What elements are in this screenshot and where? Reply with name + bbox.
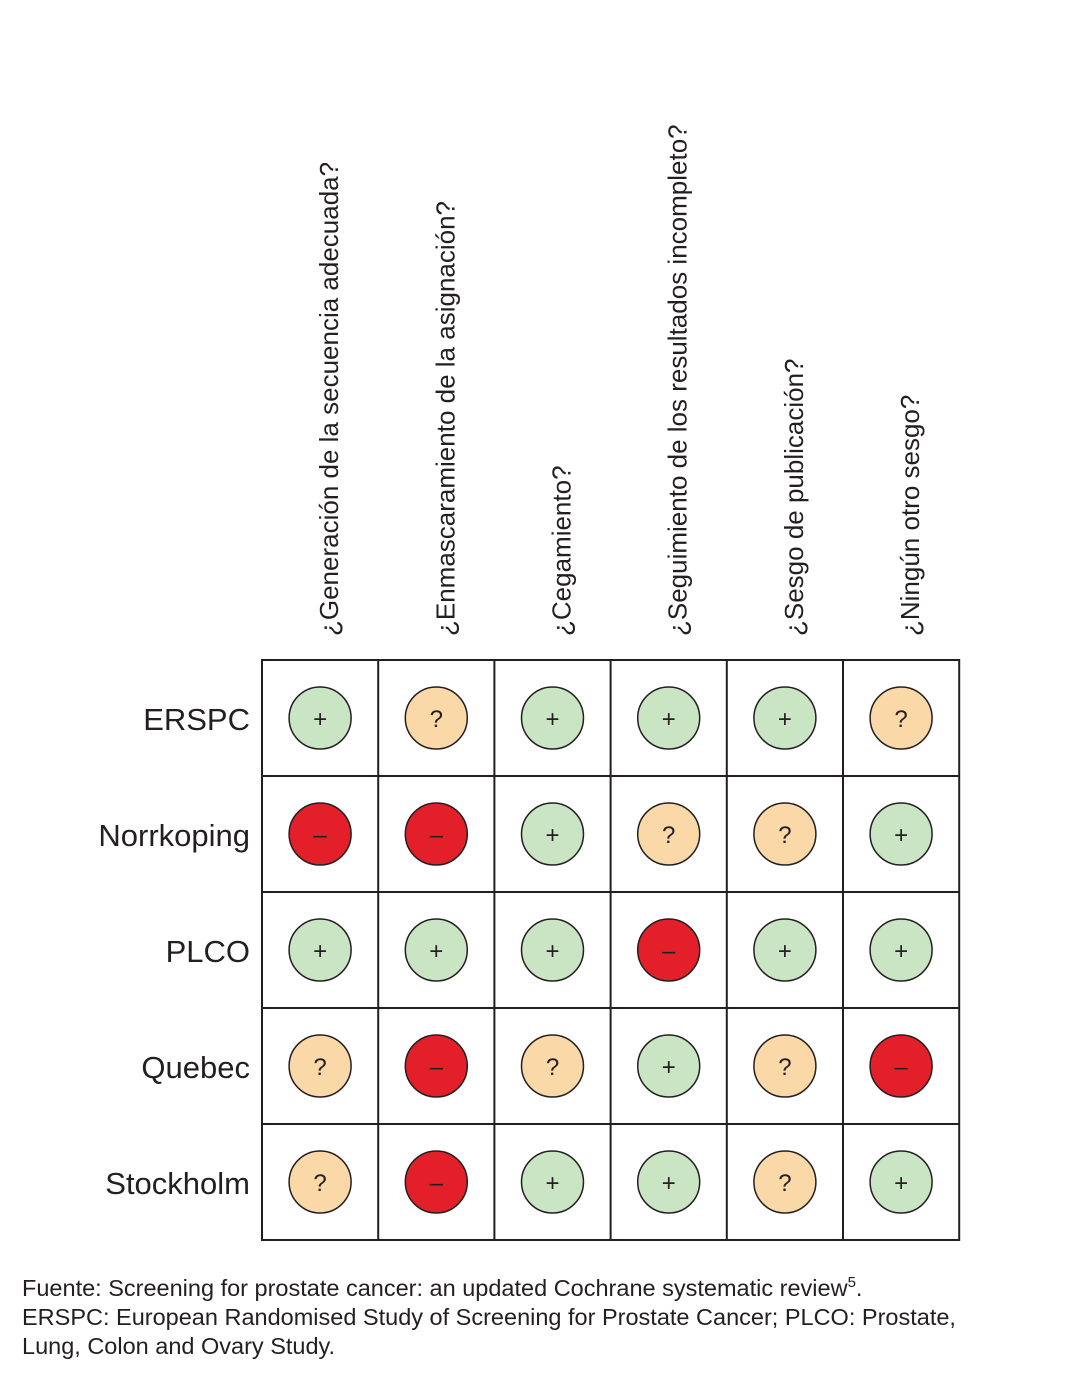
judgement-circle xyxy=(753,686,817,750)
judgement-symbol: ? xyxy=(313,1054,326,1081)
judgement-symbol: + xyxy=(778,706,792,733)
judgement-circle xyxy=(869,802,933,866)
risk-table: ¿Generación de la secuencia adecuada? ¿En… xyxy=(98,124,961,1241)
judgement-symbol: + xyxy=(545,822,559,849)
judgement-circle xyxy=(404,918,469,982)
judgement-symbol: + xyxy=(545,938,559,965)
judgement-circle xyxy=(288,1034,352,1098)
judgement-circle xyxy=(520,802,585,866)
judgement-circle xyxy=(753,1150,817,1214)
column-header: ¿Enmascaramiento de la asignación? xyxy=(430,201,460,636)
judgement-circle xyxy=(753,1034,817,1098)
judgement-circle xyxy=(288,1150,352,1214)
row-label: Norrkoping xyxy=(98,818,250,853)
judgement-symbol: + xyxy=(545,1170,559,1197)
judgement-circle xyxy=(869,1150,933,1214)
judgement-circle xyxy=(520,1034,585,1098)
reference: 5 xyxy=(847,1274,856,1291)
judgement-symbol: – xyxy=(313,822,327,849)
judgement-symbol: + xyxy=(662,1054,676,1081)
column-header: ¿Seguimiento de los resultados incomplet… xyxy=(663,124,693,636)
judgement-circle xyxy=(288,686,352,750)
judgement-symbol: + xyxy=(545,706,559,733)
judgement-circle xyxy=(869,918,933,982)
column-header: ¿Ningún otro sesgo? xyxy=(895,395,925,636)
judgement-symbol: + xyxy=(894,822,908,849)
row-label: PLCO xyxy=(166,934,250,969)
judgement-symbol: + xyxy=(662,1170,676,1197)
row-label: ERSPC xyxy=(143,702,250,737)
judgement-circle xyxy=(636,686,701,750)
judgement-symbol: ? xyxy=(313,1170,326,1197)
judgement-symbol: ? xyxy=(778,1054,791,1081)
judgement-symbol: ? xyxy=(546,1054,559,1081)
judgement-circle xyxy=(753,918,817,982)
judgement-symbol: + xyxy=(429,938,443,965)
judgement-symbol: + xyxy=(313,938,327,965)
judgement-symbol: – xyxy=(430,1170,444,1197)
judgement-circle xyxy=(869,1034,933,1098)
footnote-source: Fuente: Screening for prostate cancer: a… xyxy=(22,1268,1062,1303)
footnote-line: Lung, Colon and Ovary Study. xyxy=(22,1332,336,1359)
column-header: ¿Cegamiento? xyxy=(547,465,577,636)
judgement-symbol: + xyxy=(662,706,676,733)
judgement-symbol: + xyxy=(778,938,792,965)
judgement-circle xyxy=(636,1150,701,1214)
judgement-circle xyxy=(869,686,933,750)
judgement-circle xyxy=(404,1150,469,1214)
judgement-circle xyxy=(520,686,585,750)
judgement-circle xyxy=(404,686,469,750)
judgement-circle xyxy=(520,1150,585,1214)
row-label: Stockholm xyxy=(105,1166,250,1201)
judgement-circle xyxy=(636,802,701,866)
judgement-circle xyxy=(636,918,701,982)
footnote-line: ERSPC: European Randomised Study of Scre… xyxy=(22,1303,956,1330)
judgement-circle xyxy=(753,802,817,866)
judgement-symbol: ? xyxy=(778,822,791,849)
judgement-symbol: – xyxy=(662,938,676,965)
judgement-circle xyxy=(404,1034,469,1098)
judgement-symbol: ? xyxy=(662,822,675,849)
column-header: ¿Generación de la secuencia adecuada? xyxy=(314,162,344,636)
judgement-symbol: – xyxy=(894,1054,908,1081)
judgement-symbol: + xyxy=(894,1170,908,1197)
judgement-symbol: ? xyxy=(894,706,907,733)
row-label: Quebec xyxy=(141,1050,250,1085)
judgement-symbol: – xyxy=(430,822,444,849)
judgement-circle xyxy=(636,1034,701,1098)
judgement-circle xyxy=(404,802,469,866)
judgement-symbol: ? xyxy=(430,706,443,733)
judgement-circle xyxy=(288,918,352,982)
source-end: . xyxy=(855,1274,863,1301)
judgement-circle xyxy=(288,802,352,866)
judgement-circle xyxy=(520,918,585,982)
judgement-symbol: + xyxy=(313,706,327,733)
judgement-symbol: – xyxy=(430,1054,444,1081)
footnote: Fuente: Screening for prostate cancer: a… xyxy=(22,1268,1062,1361)
judgement-symbol: ? xyxy=(778,1170,791,1197)
source-text: Fuente: Screening for prostate cancer: a… xyxy=(22,1274,848,1301)
column-header: ¿Sesgo de publicación? xyxy=(779,358,809,636)
judgement-symbol: + xyxy=(894,938,908,965)
